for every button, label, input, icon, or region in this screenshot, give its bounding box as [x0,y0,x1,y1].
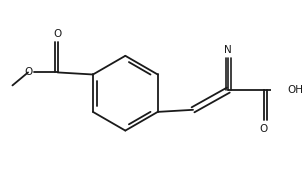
Text: O: O [24,67,32,77]
Text: O: O [259,124,268,134]
Text: N: N [224,45,232,55]
Text: OH: OH [288,85,302,95]
Text: O: O [53,29,62,39]
